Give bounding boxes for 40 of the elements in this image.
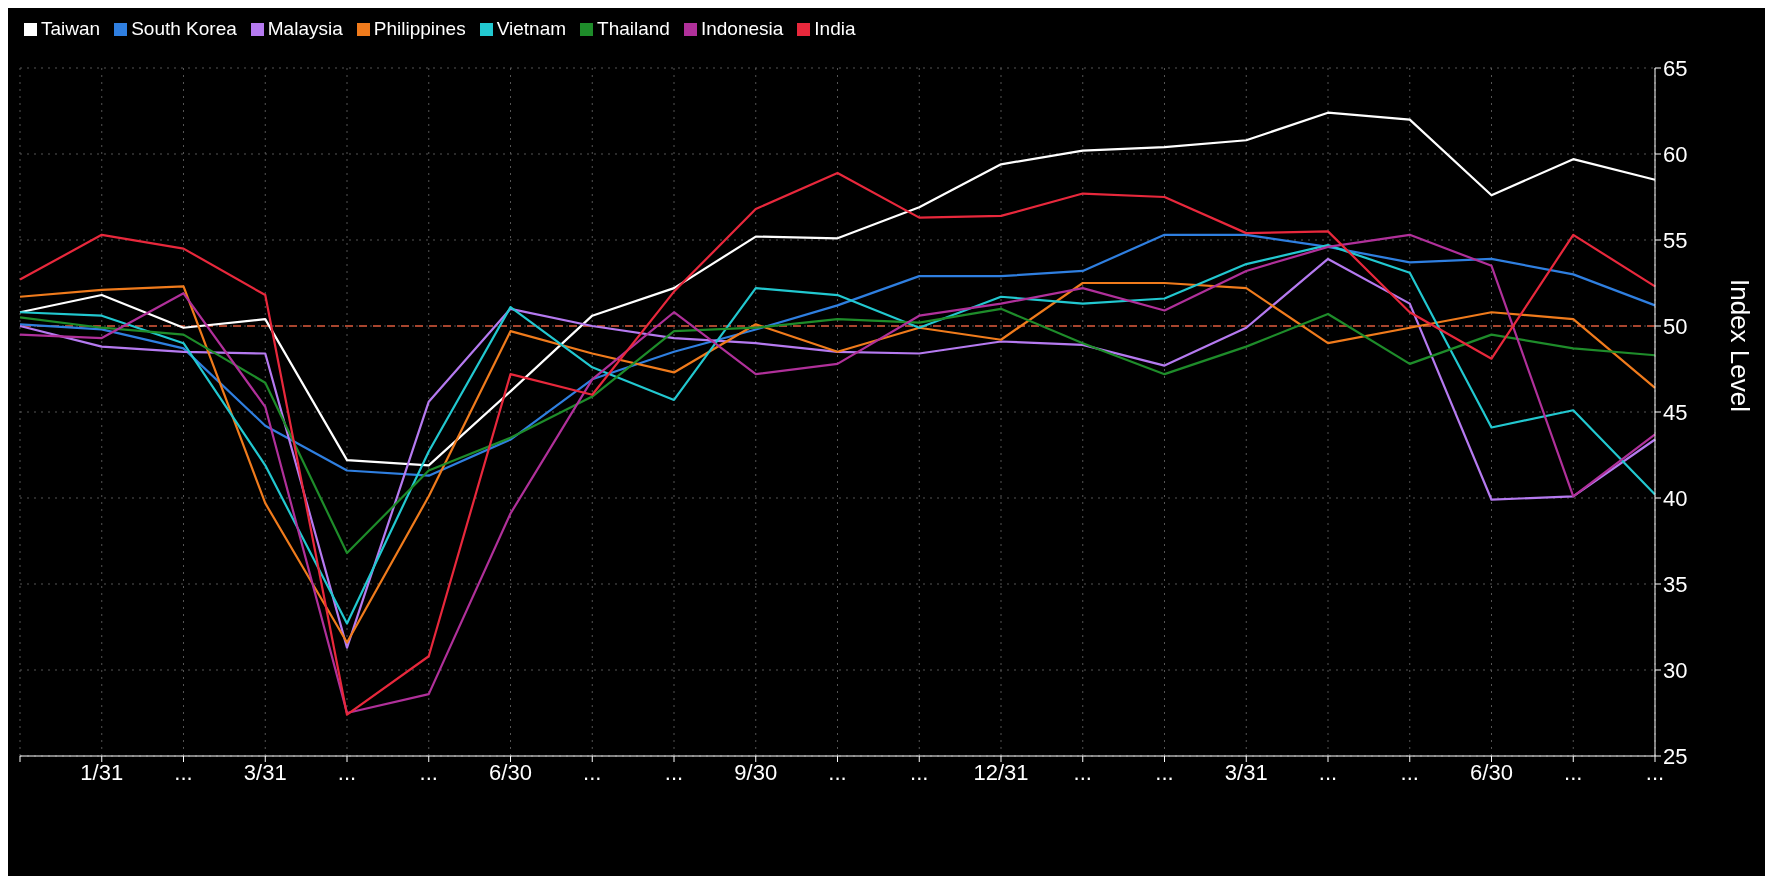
x-tick-label: ... [1318, 759, 1338, 785]
x-tick-label: 9/30 [734, 759, 778, 785]
x-tick-label: 6/30 [489, 759, 532, 785]
legend-label: Taiwan [40, 18, 101, 40]
x-tick-label: 12/31 [973, 759, 1029, 785]
x-tick-label: ... [1645, 759, 1665, 785]
y-tick-label: 55 [1663, 227, 1688, 253]
x-tick-label: ... [1400, 759, 1419, 785]
legend-label: Vietnam [495, 18, 567, 40]
legend-label: South Korea [130, 18, 237, 40]
legend-label: Indonesia [699, 18, 784, 40]
y-axis-title: Index Level [1724, 279, 1755, 412]
x-tick-label: ... [419, 759, 438, 785]
x-tick-label: ... [828, 759, 847, 785]
legend-label: Thailand [596, 18, 670, 40]
x-tick-label: ... [337, 759, 357, 785]
y-tick-label: 65 [1663, 55, 1688, 81]
x-tick-label: 3/31 [1224, 759, 1268, 785]
y-tick-label: 35 [1663, 571, 1688, 597]
x-tick-label: ... [583, 759, 602, 785]
legend-label: Malaysia [266, 18, 343, 40]
y-tick-label: 60 [1663, 141, 1688, 167]
x-tick-label: ... [174, 759, 193, 785]
x-tick-label: ... [664, 759, 684, 785]
y-tick-label: 40 [1663, 485, 1688, 511]
x-tick-label: 3/31 [243, 759, 287, 785]
x-tick-label: ... [1564, 759, 1583, 785]
x-tick-label: ... [910, 759, 929, 785]
line-series [18, 307, 1657, 555]
y-tick-label: 25 [1663, 743, 1688, 769]
x-tick-label: ... [1155, 759, 1174, 785]
x-tick-label: 1/31 [80, 759, 124, 785]
line-series [18, 233, 1657, 477]
x-tick-label: 6/30 [1470, 759, 1513, 785]
y-tick-label: 50 [1663, 313, 1688, 339]
legend-label: India [813, 18, 856, 40]
x-tick-label: ... [1073, 759, 1092, 785]
y-tick-label: 30 [1663, 657, 1688, 683]
y-tick-label: 45 [1663, 399, 1688, 425]
legend-label: Philippines [372, 18, 466, 40]
